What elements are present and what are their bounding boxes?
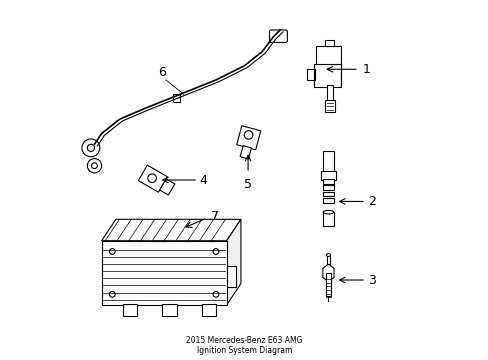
FancyBboxPatch shape: [269, 30, 287, 42]
Bar: [173, 94, 180, 102]
Bar: [323, 179, 333, 184]
Bar: [306, 69, 314, 80]
Bar: [326, 85, 332, 102]
Bar: [323, 152, 333, 173]
Circle shape: [109, 292, 115, 297]
Bar: [160, 179, 174, 195]
Text: 4: 4: [200, 174, 207, 186]
Bar: [313, 64, 340, 87]
Polygon shape: [322, 264, 333, 282]
Bar: [102, 241, 226, 305]
Bar: [226, 266, 235, 287]
Bar: [323, 192, 333, 197]
Text: 1: 1: [362, 63, 369, 76]
Text: 6: 6: [158, 66, 166, 79]
Text: 2: 2: [367, 195, 375, 208]
Circle shape: [244, 131, 252, 139]
Bar: [162, 304, 176, 316]
Text: 7: 7: [210, 210, 219, 222]
Circle shape: [109, 249, 115, 254]
Bar: [323, 198, 333, 203]
Circle shape: [87, 144, 94, 152]
Bar: [315, 46, 340, 66]
Bar: [324, 40, 333, 46]
Text: 2015 Mercedes-Benz E63 AMG
Ignition System Diagram: 2015 Mercedes-Benz E63 AMG Ignition Syst…: [186, 336, 302, 355]
Bar: [236, 126, 260, 150]
Circle shape: [87, 158, 102, 173]
Bar: [240, 146, 251, 159]
Bar: [325, 273, 331, 296]
Bar: [323, 212, 333, 226]
Bar: [123, 304, 137, 316]
Circle shape: [213, 249, 218, 254]
Polygon shape: [102, 219, 241, 241]
Circle shape: [91, 163, 97, 168]
Circle shape: [147, 174, 156, 183]
Bar: [201, 304, 216, 316]
Bar: [323, 185, 333, 190]
Polygon shape: [226, 219, 241, 305]
Bar: [324, 100, 334, 112]
Ellipse shape: [323, 210, 333, 214]
Text: 5: 5: [244, 178, 251, 191]
Bar: [326, 255, 329, 264]
Circle shape: [82, 139, 100, 157]
Bar: [321, 171, 335, 180]
Text: 3: 3: [367, 274, 375, 287]
Circle shape: [213, 292, 218, 297]
Ellipse shape: [325, 253, 330, 256]
Bar: [138, 165, 167, 192]
